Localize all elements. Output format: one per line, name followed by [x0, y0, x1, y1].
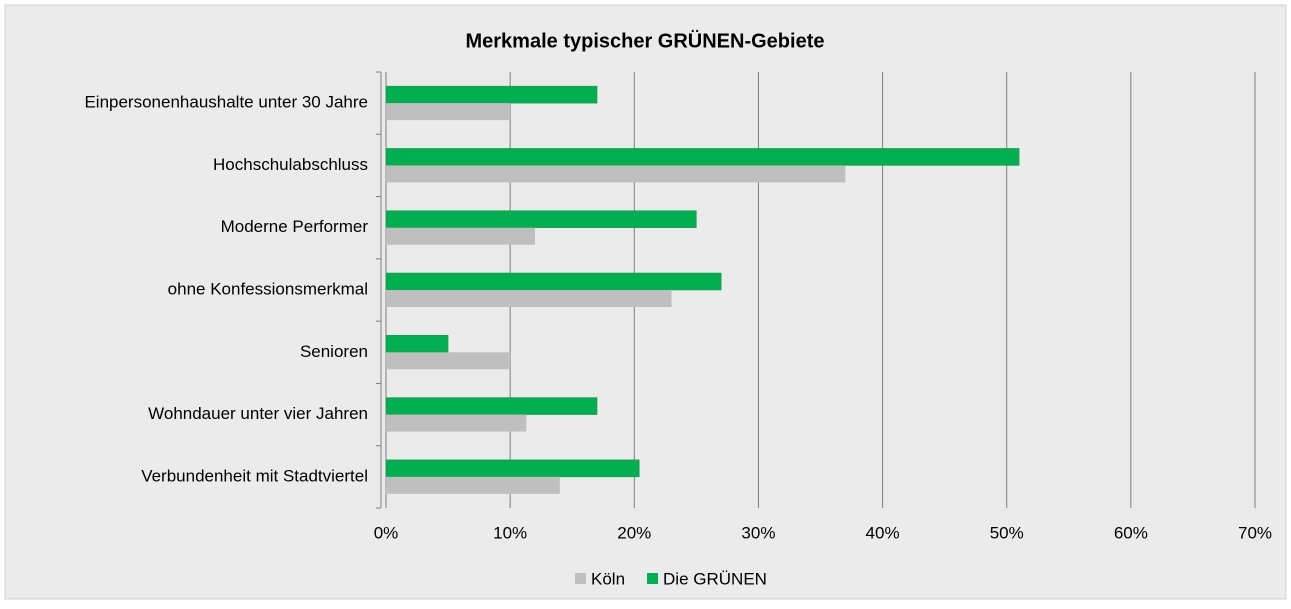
- y-tick-label: Moderne Performer: [221, 217, 369, 236]
- x-tick-label: 70%: [1238, 523, 1272, 542]
- x-tick-label: 50%: [990, 523, 1024, 542]
- y-tick-label: Senioren: [300, 342, 368, 361]
- chart-title: Merkmale typischer GRÜNEN-Gebiete: [465, 29, 824, 52]
- bar: [386, 476, 560, 494]
- legend-swatch: [647, 573, 659, 584]
- legend-label: Köln: [591, 569, 625, 588]
- legend-swatch: [575, 573, 586, 584]
- bar: [385, 459, 640, 478]
- bar: [385, 210, 697, 228]
- bar: [386, 414, 527, 432]
- y-tick-label: Verbundenheit mit Stadtviertel: [141, 466, 368, 485]
- bar: [385, 272, 722, 291]
- bar: [385, 397, 598, 415]
- x-tick-label: 60%: [1114, 523, 1148, 542]
- x-tick-label: 10%: [493, 523, 527, 542]
- y-tick-label: Wohndauer unter vier Jahren: [148, 404, 368, 423]
- bar: [385, 335, 449, 353]
- bar: [386, 103, 511, 121]
- bar: [386, 290, 672, 307]
- legend-label: Die GRÜNEN: [663, 569, 767, 588]
- x-tick-label: 0%: [374, 523, 399, 542]
- bar: [386, 352, 511, 370]
- y-tick-label: ohne Konfessionsmerkmal: [168, 279, 368, 298]
- bar: [386, 227, 535, 245]
- x-tick-label: 40%: [866, 523, 900, 542]
- bar: [385, 85, 598, 104]
- x-tick-label: 30%: [741, 523, 775, 542]
- bar: [385, 148, 1020, 166]
- y-tick-label: Einpersonenhaushalte unter 30 Jahre: [84, 93, 368, 112]
- x-tick-label: 20%: [617, 523, 651, 542]
- bar: [386, 165, 846, 183]
- y-tick-label: Hochschulabschluss: [213, 155, 368, 174]
